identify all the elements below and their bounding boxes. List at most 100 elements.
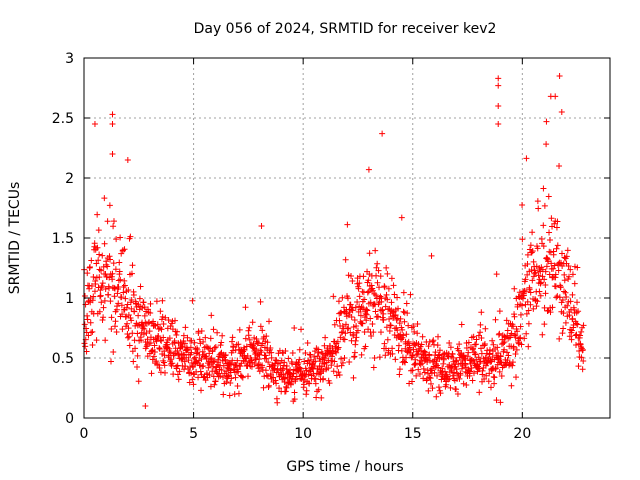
data-point	[524, 298, 531, 305]
data-point	[559, 330, 566, 337]
data-point	[551, 220, 558, 227]
data-point	[519, 202, 526, 209]
data-point	[84, 316, 91, 323]
data-point	[121, 246, 128, 253]
data-point	[375, 267, 382, 274]
data-point	[268, 354, 275, 361]
data-point	[419, 360, 426, 367]
data-point	[85, 332, 92, 339]
data-point	[215, 359, 222, 366]
data-point	[258, 223, 265, 229]
data-point	[188, 349, 195, 356]
data-point	[95, 227, 102, 234]
data-point	[438, 376, 445, 383]
data-point	[96, 308, 103, 315]
data-point	[422, 355, 429, 362]
data-point	[501, 346, 508, 353]
data-point	[447, 344, 454, 351]
data-point	[212, 343, 219, 350]
data-point	[522, 276, 529, 283]
data-point	[108, 325, 115, 332]
data-point	[449, 351, 456, 358]
data-point	[536, 288, 543, 295]
data-point	[129, 330, 136, 337]
data-point	[516, 335, 523, 342]
data-point	[220, 362, 227, 369]
data-point	[125, 287, 132, 294]
data-point	[384, 296, 391, 303]
y-tick-label: 2	[65, 171, 74, 187]
data-point	[301, 358, 308, 365]
data-point	[538, 279, 545, 286]
data-point	[504, 349, 511, 356]
data-point	[530, 305, 537, 312]
data-point	[335, 298, 342, 305]
data-point	[470, 357, 477, 364]
data-point	[563, 253, 570, 260]
data-point	[328, 362, 335, 369]
y-tick-label: 0.5	[52, 351, 74, 367]
data-point	[496, 308, 503, 315]
data-point	[188, 337, 195, 344]
data-point	[405, 338, 412, 345]
data-point	[421, 348, 428, 355]
data-point	[384, 270, 391, 277]
data-point	[146, 328, 153, 335]
data-point	[505, 352, 512, 359]
data-point	[94, 211, 101, 218]
data-point	[425, 343, 432, 350]
data-point	[334, 338, 341, 345]
data-point	[260, 384, 267, 391]
data-point	[350, 331, 357, 338]
data-point	[364, 307, 371, 314]
data-point	[392, 356, 399, 363]
data-point	[409, 352, 416, 359]
data-point	[223, 378, 230, 385]
data-point	[410, 323, 417, 330]
data-point	[435, 384, 442, 391]
data-point	[156, 345, 163, 352]
data-point	[547, 309, 554, 316]
data-point	[127, 233, 134, 240]
data-point	[297, 365, 304, 372]
data-point	[281, 375, 288, 382]
y-axis-label: SRMTID / TECUs	[7, 182, 23, 295]
data-point	[126, 342, 133, 349]
data-point	[509, 362, 516, 369]
data-point	[198, 327, 205, 334]
data-point	[109, 121, 116, 127]
data-point	[360, 305, 367, 312]
data-point	[134, 330, 141, 337]
data-point	[417, 361, 424, 368]
data-point	[495, 82, 502, 89]
data-point	[558, 259, 565, 266]
data-point	[358, 351, 365, 358]
data-point	[443, 381, 450, 388]
data-point	[147, 339, 154, 346]
data-point	[392, 312, 399, 319]
data-point	[274, 399, 281, 406]
data-point	[400, 308, 407, 315]
data-point	[115, 277, 122, 284]
data-point	[158, 337, 165, 344]
data-point	[552, 283, 559, 290]
data-point	[559, 296, 566, 303]
data-point	[217, 372, 224, 379]
data-point	[351, 353, 358, 360]
data-point	[385, 285, 392, 292]
data-point	[114, 303, 121, 310]
data-point	[101, 195, 108, 202]
data-point	[89, 297, 96, 304]
data-point	[130, 358, 137, 365]
y-tick-label: 3	[65, 51, 74, 67]
data-point	[200, 363, 207, 370]
data-point	[510, 323, 517, 330]
data-point	[429, 385, 436, 392]
data-point	[512, 351, 519, 358]
data-point	[96, 266, 103, 273]
data-point	[577, 332, 584, 339]
data-point	[546, 237, 553, 244]
data-point	[90, 273, 97, 280]
data-point	[372, 247, 379, 254]
data-point	[274, 366, 281, 373]
